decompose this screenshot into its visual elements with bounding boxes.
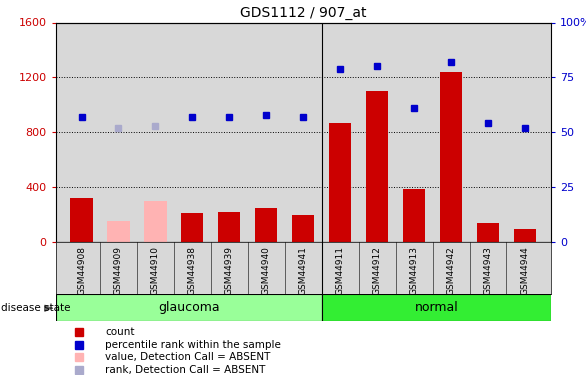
Text: GSM44943: GSM44943 — [483, 246, 492, 295]
Bar — [403, 189, 425, 242]
Bar — [366, 91, 389, 242]
Text: rank, Detection Call = ABSENT: rank, Detection Call = ABSENT — [105, 365, 265, 375]
Text: GSM44908: GSM44908 — [77, 246, 86, 295]
Bar — [70, 198, 93, 242]
Text: count: count — [105, 327, 134, 337]
Text: glaucoma: glaucoma — [158, 301, 220, 314]
Text: value, Detection Call = ABSENT: value, Detection Call = ABSENT — [105, 352, 270, 362]
Text: GSM44911: GSM44911 — [336, 246, 345, 295]
Text: GSM44942: GSM44942 — [447, 246, 455, 295]
Bar — [181, 213, 203, 242]
Title: GDS1112 / 907_at: GDS1112 / 907_at — [240, 6, 366, 20]
Text: GSM44939: GSM44939 — [225, 246, 234, 295]
Bar — [329, 123, 351, 242]
Bar — [255, 208, 277, 242]
Bar — [292, 215, 314, 242]
Bar — [477, 223, 499, 242]
Bar — [322, 294, 551, 321]
Text: GSM44913: GSM44913 — [410, 246, 418, 295]
Text: GSM44944: GSM44944 — [520, 246, 530, 295]
Bar — [514, 229, 536, 242]
Text: normal: normal — [414, 301, 458, 314]
Text: disease state: disease state — [1, 303, 71, 313]
Bar — [218, 212, 240, 242]
Text: GSM44910: GSM44910 — [151, 246, 160, 295]
Text: GSM44912: GSM44912 — [373, 246, 381, 295]
Bar — [56, 294, 322, 321]
Text: GSM44938: GSM44938 — [188, 246, 197, 295]
Text: GSM44909: GSM44909 — [114, 246, 123, 295]
Bar — [144, 201, 166, 242]
Text: GSM44940: GSM44940 — [262, 246, 271, 295]
Text: percentile rank within the sample: percentile rank within the sample — [105, 339, 281, 350]
Bar — [440, 72, 462, 242]
Text: GSM44941: GSM44941 — [299, 246, 308, 295]
Bar — [107, 220, 130, 242]
